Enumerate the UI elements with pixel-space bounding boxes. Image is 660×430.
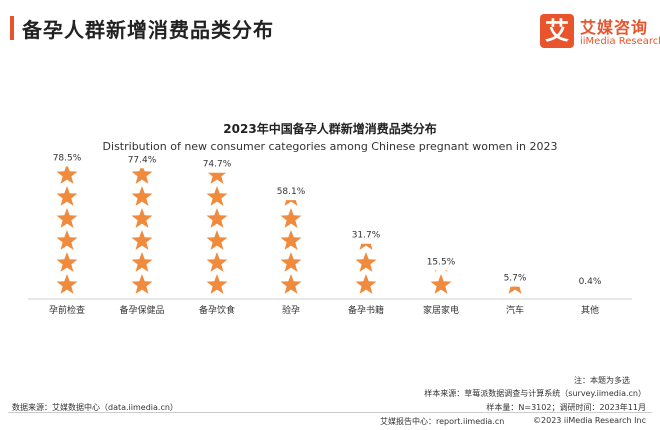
- star-mark: [131, 186, 153, 206]
- star-mark: [131, 230, 153, 250]
- bar-家居家电: [430, 270, 452, 294]
- star-mark: [56, 252, 78, 272]
- title-accent-bar: [10, 16, 14, 40]
- star-mark: [280, 230, 302, 250]
- value-label: 77.4%: [128, 155, 157, 165]
- star-mark: [56, 208, 78, 228]
- footer-divider: [8, 412, 652, 413]
- star-mark: [430, 274, 452, 294]
- copyright-text: ©2023 iiMedia Research Inc: [533, 416, 646, 425]
- star-mark: [131, 274, 153, 294]
- category-label: 备孕书籍: [348, 304, 384, 316]
- category-label: 验孕: [282, 304, 300, 316]
- star-mark: [206, 208, 228, 228]
- star-mark: [56, 274, 78, 294]
- star-mark: [131, 252, 153, 272]
- value-label: 74.7%: [203, 160, 232, 170]
- report-center-link[interactable]: 艾媒报告中心：report.iimedia.cn: [380, 417, 505, 426]
- page-title: 备孕人群新增消费品类分布: [22, 18, 274, 42]
- star-mark: [206, 274, 228, 294]
- star-mark: [56, 166, 78, 184]
- star-mark: [355, 252, 377, 272]
- star-mark: [280, 274, 302, 294]
- star-mark: [434, 270, 448, 272]
- data-source-note: 数据来源：艾媒数据中心（data.iimedia.cn）: [12, 403, 178, 412]
- bar-验孕: [280, 200, 302, 294]
- star-mark: [206, 186, 228, 206]
- star-mark: [355, 274, 377, 294]
- logo-name-cn: 艾媒咨询: [580, 18, 649, 37]
- logo-mark: 艾: [540, 14, 574, 48]
- value-label: 5.7%: [504, 274, 527, 284]
- star-mark: [56, 230, 78, 250]
- value-label: 0.4%: [579, 277, 602, 287]
- sample-info-note: 样本量：N=3102；调研时间：2023年11月: [486, 403, 646, 412]
- star-mark: [206, 230, 228, 250]
- bar-汽车: [508, 286, 522, 294]
- bar-备孕保健品: [131, 168, 153, 294]
- value-label: 58.1%: [277, 187, 306, 197]
- category-label: 家居家电: [423, 304, 459, 316]
- star-mark: [284, 200, 298, 206]
- bar-备孕书籍: [355, 243, 377, 294]
- star-mark: [131, 208, 153, 228]
- chart-subtitle: Distribution of new consumer categories …: [102, 140, 558, 153]
- star-mark: [359, 243, 373, 250]
- value-label: 78.5%: [53, 153, 82, 163]
- category-label: 汽车: [506, 304, 524, 316]
- star-mark: [56, 186, 78, 206]
- category-label: 备孕饮食: [199, 304, 235, 316]
- star-mark: [207, 172, 227, 184]
- bar-备孕饮食: [206, 172, 228, 294]
- bar-孕前检查: [56, 166, 78, 294]
- multi-select-note: 注：本题为多选: [574, 376, 630, 385]
- star-mark: [280, 252, 302, 272]
- value-label: 15.5%: [427, 257, 456, 267]
- logo-name-en: iiMedia Research: [580, 36, 660, 47]
- star-mark: [131, 168, 153, 184]
- chart-title: 2023年中国备孕人群新增消费品类分布: [223, 122, 437, 136]
- category-label: 其他: [581, 304, 599, 316]
- category-label: 备孕保健品: [119, 304, 164, 316]
- star-mark: [508, 286, 522, 294]
- value-label: 31.7%: [352, 231, 381, 241]
- category-label: 孕前检查: [49, 304, 85, 316]
- brand-logo: 艾 艾媒咨询 iiMedia Research: [540, 12, 660, 56]
- star-mark: [206, 252, 228, 272]
- sample-source-note: 样本来源：草莓派数据调查与计算系统（survey.iimedia.cn）: [424, 389, 646, 398]
- star-mark: [280, 208, 302, 228]
